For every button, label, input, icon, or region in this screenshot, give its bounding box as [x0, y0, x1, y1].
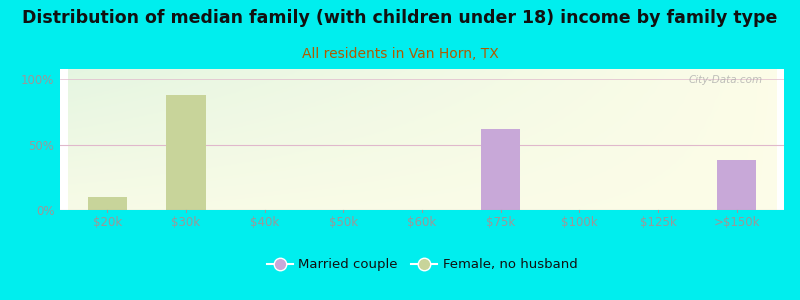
- Bar: [717, 160, 757, 210]
- Bar: [87, 197, 127, 210]
- Text: Distribution of median family (with children under 18) income by family type: Distribution of median family (with chil…: [22, 9, 778, 27]
- Text: City-Data.com: City-Data.com: [688, 75, 762, 85]
- Legend: Married couple, Female, no husband: Married couple, Female, no husband: [262, 253, 582, 277]
- Text: All residents in Van Horn, TX: All residents in Van Horn, TX: [302, 46, 498, 61]
- Bar: [166, 95, 206, 210]
- Bar: [481, 129, 520, 210]
